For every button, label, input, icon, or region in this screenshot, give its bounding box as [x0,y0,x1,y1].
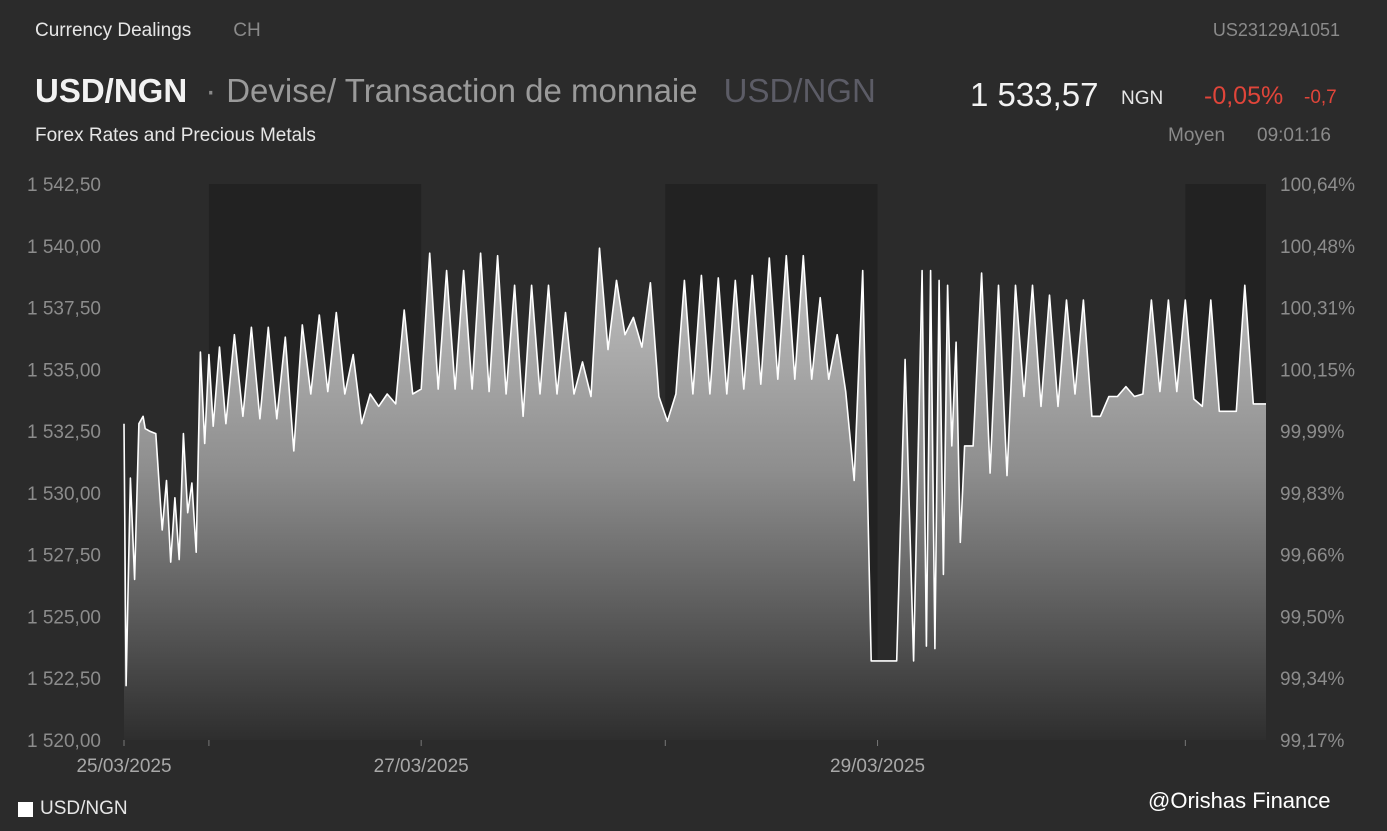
y-tick-label: 1 535,00 [27,360,101,381]
y-tick-label: 1 540,00 [27,237,101,258]
change-absolute: -0,7 [1304,87,1337,108]
y-tick-label: 1 527,50 [27,546,101,567]
y-tick-label: 1 542,50 [27,175,101,196]
quote-time: 09:01:16 [1257,125,1331,146]
market-code: CH [233,20,261,41]
section-title[interactable]: Currency Dealings [35,20,192,41]
price-type: Moyen [1168,125,1226,146]
y2-tick-label: 99,17% [1280,731,1345,752]
instrument-symbol-secondary: USD/NGN [723,72,876,109]
last-price: 1 533,57 [970,76,1099,113]
instrument-category: Forex Rates and Precious Metals [35,125,316,146]
price-unit: NGN [1121,88,1164,109]
y-tick-label: 1 532,50 [27,422,101,443]
watermark: @Orishas Finance [1148,788,1331,813]
y-tick-label: 1 530,00 [27,484,101,505]
instrument-symbol: USD/NGN [35,72,188,109]
y-tick-label: 1 537,50 [27,299,101,320]
y2-tick-label: 99,50% [1280,607,1345,628]
x-tick-label: 29/03/2025 [830,756,925,777]
y-tick-label: 1 522,50 [27,669,101,690]
y2-tick-label: 100,15% [1280,360,1355,381]
heading-separator: · [205,72,217,109]
y-tick-label: 1 525,00 [27,607,101,628]
y2-tick-label: 99,66% [1280,546,1345,567]
y2-tick-label: 100,64% [1280,175,1355,196]
y2-tick-label: 100,48% [1280,237,1355,258]
isin-code: US23129A1051 [1212,20,1340,40]
instrument-description: Devise/ Transaction de monnaie [226,72,698,109]
y2-tick-label: 99,99% [1280,422,1345,443]
instrument-heading: USD/NGN · Devise/ Transaction de monnaie US… [35,72,876,110]
change-percent: -0,05% [1204,82,1284,110]
legend-label: USD/NGN [40,798,128,819]
y2-tick-label: 99,34% [1280,669,1345,690]
y2-tick-label: 100,31% [1280,299,1355,320]
x-tick-label: 27/03/2025 [374,756,469,777]
y-tick-label: 1 520,00 [27,731,101,752]
y2-tick-label: 99,83% [1280,484,1345,505]
topbar: Currency Dealings CH [35,20,261,42]
series-line-usd-ngn [123,247,1266,687]
chart-legend[interactable]: USD/NGN [18,798,128,820]
x-tick-label: 25/03/2025 [76,756,171,777]
series-area-usd-ngn [124,248,1266,740]
legend-swatch [18,801,33,817]
